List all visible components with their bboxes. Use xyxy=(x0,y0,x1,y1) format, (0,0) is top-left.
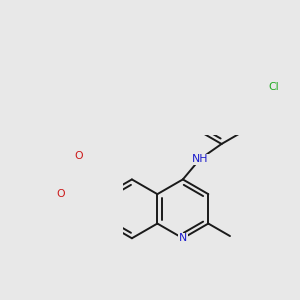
Text: O: O xyxy=(56,189,65,199)
Text: N: N xyxy=(179,233,187,243)
Text: NH: NH xyxy=(192,154,208,164)
Text: Cl: Cl xyxy=(269,82,279,92)
Text: O: O xyxy=(75,151,83,161)
